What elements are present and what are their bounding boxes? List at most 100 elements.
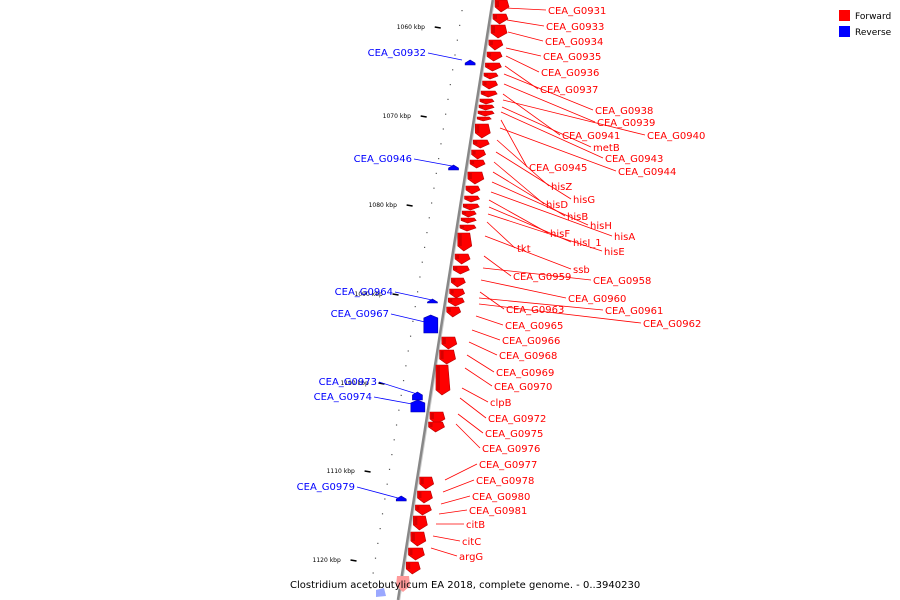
forward-gene-shade [471, 161, 475, 164]
tick-mark [392, 293, 399, 296]
minor-tick [433, 187, 435, 189]
legend-forward-label: Forward [855, 12, 891, 22]
forward-gene-shade [414, 517, 418, 525]
forward-label-leader [501, 106, 592, 148]
backbone-line [396, 0, 495, 600]
minor-tick [454, 54, 456, 56]
minor-tick [419, 276, 421, 278]
forward-gene-label: CEA_G0968 [499, 351, 557, 362]
tick-mark [350, 559, 357, 562]
forward-gene-label: CEA_G0976 [482, 444, 540, 455]
reverse-gene-label: CEA_G0979 [297, 482, 355, 493]
forward-gene-label: hisF [550, 229, 570, 240]
forward-label-leader [480, 279, 567, 299]
backbone-highlight [399, 0, 495, 600]
forward-gene-label: hisE [604, 247, 625, 258]
forward-gene-label: CEA_G0960 [568, 294, 626, 305]
minor-tick [438, 158, 440, 160]
forward-gene-label: hisA [614, 232, 635, 243]
forward-gene-shade [442, 338, 446, 344]
minor-tick [388, 468, 391, 470]
forward-label-leader [466, 354, 495, 373]
forward-gene-shade [479, 112, 483, 114]
minor-tick [442, 128, 444, 130]
forward-gene-label: CEA_G0958 [593, 276, 651, 287]
reverse-gene-label: CEA_G0932 [368, 48, 426, 59]
reverse-gene-arrow [464, 59, 476, 66]
forward-gene-label: CEA_G0943 [605, 154, 663, 165]
legend-reverse-label: Reverse [855, 28, 892, 38]
forward-gene-label: CEA_G0933 [546, 22, 604, 33]
genome-caption: Clostridium acetobutylicum EA 2018, comp… [290, 580, 640, 591]
minor-tick [386, 483, 388, 485]
forward-gene-shade [447, 308, 451, 312]
forward-gene-label: CEA_G0938 [595, 106, 653, 117]
forward-gene-shade [462, 219, 466, 221]
forward-label-leader [500, 119, 528, 168]
forward-label-leader [492, 171, 566, 217]
tick-mark [364, 470, 371, 473]
forward-label-leader [461, 387, 489, 403]
forward-gene-label: hisG [573, 195, 595, 206]
minor-tick [414, 306, 416, 308]
tick-label: 1100 kbp [340, 380, 368, 387]
forward-gene-label: hisD [546, 200, 568, 211]
forward-gene-label: CEA_G0945 [529, 163, 587, 174]
forward-gene-label: CEA_G0972 [488, 414, 546, 425]
tick-layer: 1060 kbp 1070 kbp 1080 kbp 1090 kbp 1100 kbp… [313, 10, 463, 589]
forward-gene-shade [407, 563, 411, 569]
forward-label-leader [475, 315, 504, 326]
reverse-label-leader [373, 396, 413, 405]
forward-gene-shade [496, 1, 500, 7]
forward-gene-label: CEA_G0936 [541, 68, 599, 79]
minor-tick [452, 69, 454, 71]
minor-tick [440, 143, 442, 145]
tick-mark [406, 204, 413, 207]
minor-tick [431, 202, 433, 204]
forward-gene-label: metB [593, 143, 620, 154]
tick-label: 1110 kbp [327, 468, 355, 475]
minor-tick [393, 439, 395, 441]
forward-gene-shade [449, 299, 453, 302]
forward-gene-shade [454, 267, 458, 270]
legend: Forward Reverse [839, 10, 892, 38]
forward-gene-label: CEA_G0975 [485, 429, 543, 440]
minor-tick [372, 572, 374, 574]
tick-label: 1080 kbp [369, 202, 397, 209]
minor-tick [370, 587, 372, 589]
forward-gene-shade [452, 279, 456, 283]
forward-label-leader [495, 151, 572, 200]
forward-label-leader [496, 139, 550, 187]
minor-tick [416, 291, 419, 293]
minor-tick [407, 350, 409, 352]
forward-label-leader [464, 367, 493, 387]
forward-gene-label: CEA_G0934 [545, 37, 603, 48]
minor-tick [402, 380, 405, 382]
minor-tick [435, 172, 437, 174]
minor-tick [377, 542, 379, 544]
forward-label-leader [455, 423, 481, 449]
forward-label-leader [493, 161, 545, 205]
minor-tick [428, 217, 430, 219]
forward-label-leader [491, 181, 589, 226]
reverse-gene-faded [376, 588, 386, 597]
forward-gene-shade [480, 106, 484, 108]
minor-tick [409, 335, 412, 337]
reverse-gene-arrow [448, 164, 459, 171]
forward-gene-label: CEA_G0980 [472, 492, 530, 503]
tick-label: 1070 kbp [383, 113, 411, 120]
forward-label-leader [505, 47, 542, 57]
forward-gene-shade [483, 82, 487, 85]
tick-label: 1090 kbp [355, 291, 383, 298]
forward-gene-shade [486, 64, 490, 67]
forward-gene-shade [476, 125, 480, 133]
forward-label-leader [471, 329, 501, 341]
forward-gene-shade [484, 74, 488, 76]
forward-gene-label: CEA_G0959 [513, 272, 571, 283]
minor-tick [426, 232, 428, 234]
forward-label-leader [504, 7, 547, 11]
forward-label-leader [478, 303, 642, 324]
minor-tick [456, 39, 458, 41]
minor-tick [459, 24, 461, 26]
